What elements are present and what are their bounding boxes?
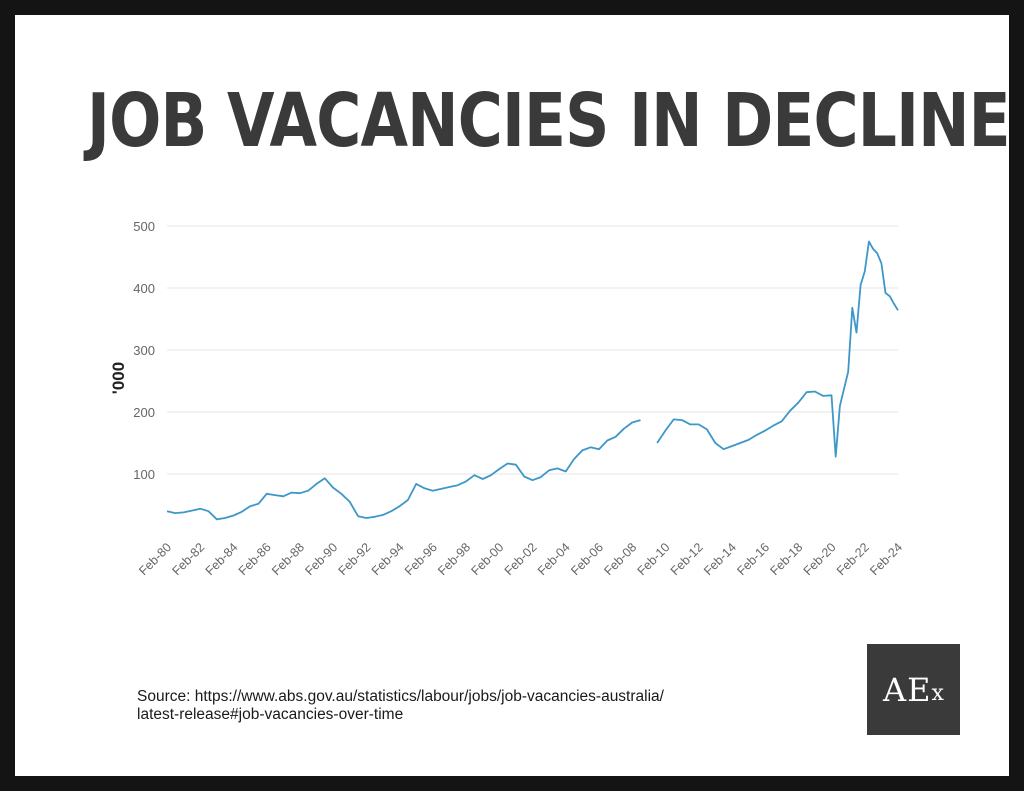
y-tick-label: 400 — [133, 281, 155, 296]
x-tick-label: Feb-16 — [734, 540, 772, 578]
series-line-segment-2 — [656, 240, 899, 458]
y-axis-ticks: 100 200 300 400 500 — [133, 219, 155, 482]
logo-suffix-text: x — [931, 681, 944, 706]
x-tick-label: Feb-04 — [535, 540, 573, 578]
x-tick-label: Feb-90 — [302, 540, 340, 578]
line-chart: 100 200 300 400 500 Feb-80Feb-82Feb-84Feb-86… — [109, 219, 905, 578]
x-tick-label: Feb-82 — [169, 540, 207, 578]
x-tick-label: Feb-96 — [402, 540, 440, 578]
y-tick-label: 500 — [133, 219, 155, 234]
logo-main-text: AE — [883, 670, 932, 709]
series-line-segment-1 — [166, 419, 641, 521]
x-tick-label: Feb-98 — [435, 540, 473, 578]
source-line-2: latest-release#job-vacancies-over-time — [137, 706, 404, 723]
x-tick-label: Feb-20 — [801, 540, 839, 578]
aex-logo: AE x — [867, 644, 960, 735]
x-tick-label: Feb-12 — [668, 540, 706, 578]
x-tick-label: Feb-14 — [701, 540, 739, 578]
x-tick-label: Feb-08 — [601, 540, 639, 578]
source-note: Source: https://www.abs.gov.au/statistic… — [137, 688, 664, 724]
x-tick-label: Feb-02 — [502, 540, 540, 578]
x-tick-label: Feb-00 — [468, 540, 506, 578]
x-axis-ticks: Feb-80Feb-82Feb-84Feb-86Feb-88Feb-90Feb-… — [136, 540, 905, 578]
gridlines — [167, 225, 898, 475]
chart-title: JOB VACANCIES IN DECLINE — [87, 78, 1011, 164]
x-tick-label: Feb-10 — [635, 540, 673, 578]
y-tick-label: 100 — [133, 467, 155, 482]
x-tick-label: Feb-06 — [568, 540, 606, 578]
x-tick-label: Feb-86 — [236, 540, 274, 578]
x-tick-label: Feb-24 — [867, 540, 905, 578]
series-lines — [166, 240, 899, 521]
y-axis-label: '000 — [109, 362, 128, 394]
x-tick-label: Feb-80 — [136, 540, 174, 578]
x-tick-label: Feb-18 — [768, 540, 806, 578]
x-tick-label: Feb-22 — [834, 540, 872, 578]
y-tick-label: 300 — [133, 343, 155, 358]
source-line-1: Source: https://www.abs.gov.au/statistic… — [137, 688, 664, 705]
x-tick-label: Feb-88 — [269, 540, 307, 578]
x-tick-label: Feb-84 — [203, 540, 241, 578]
x-tick-label: Feb-94 — [369, 540, 407, 578]
y-tick-label: 200 — [133, 405, 155, 420]
x-tick-label: Feb-92 — [336, 540, 374, 578]
